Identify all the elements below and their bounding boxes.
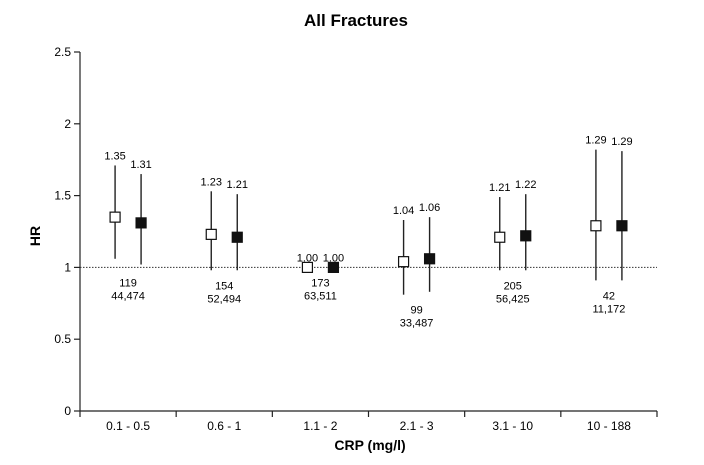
hr-value-label: 1.29	[585, 135, 606, 147]
open-square-marker	[109, 211, 121, 223]
filled-square-marker	[231, 231, 243, 243]
chart-title: All Fractures	[304, 11, 408, 30]
participants-count-label: 56,425	[496, 293, 530, 305]
x-axis-label: CRP (mg/l)	[334, 437, 405, 453]
hr-value-label: 1.22	[515, 179, 536, 191]
events-count-label: 154	[215, 280, 233, 292]
y-tick-label: 1	[64, 260, 71, 274]
y-tick-label: 2.5	[54, 45, 71, 59]
participants-count-label: 52,494	[207, 293, 241, 305]
filled-square-marker	[520, 230, 532, 242]
y-tick-label: 0	[64, 404, 71, 418]
open-square-marker	[397, 256, 410, 268]
open-square-marker	[494, 231, 506, 243]
x-tick-label: 2.1 - 3	[400, 419, 434, 433]
y-tick-label: 1.5	[54, 189, 71, 203]
participants-count-label: 63,511	[304, 290, 337, 302]
hr-value-label: 1.00	[323, 252, 344, 264]
axes: 0 0.5 1 1.5 2 2.5 0.1 - 0.5 0.6 - 1 1.1 - 2 2.1 -…	[54, 45, 658, 433]
participants-count-label: 11,172	[593, 303, 626, 315]
x-tick-label: 0.1 - 0.5	[106, 419, 150, 433]
participants-count-label: 44,474	[111, 290, 145, 302]
events-count-label: 173	[311, 277, 329, 289]
hr-value-label: 1.35	[104, 150, 125, 162]
x-tick-label: 0.6 - 1	[207, 419, 241, 433]
hr-value-label: 1.21	[227, 179, 248, 191]
hr-value-label: 1.23	[201, 176, 222, 188]
events-count-label: 42	[603, 290, 615, 302]
open-square-marker	[590, 220, 602, 232]
hr-value-label: 1.06	[419, 202, 440, 214]
filled-square-marker	[327, 261, 340, 273]
x-tick-label: 1.1 - 2	[303, 419, 337, 433]
hr-value-label: 1.29	[611, 136, 632, 148]
y-axis-label: HR	[27, 226, 43, 246]
hr-value-label: 1.04	[393, 205, 414, 217]
hr-value-label: 1.00	[297, 252, 318, 264]
data-marks: 1.35 1.23 1.00 1.04 1.21 1.29 1.31 1.21 1.00 1.06…	[104, 135, 632, 330]
events-count-label: 99	[410, 305, 422, 317]
open-square-marker	[301, 261, 314, 273]
x-tick-label: 10 - 188	[587, 419, 631, 433]
y-tick-label: 0.5	[54, 332, 71, 346]
open-square-marker	[205, 228, 217, 240]
events-count-label: 205	[504, 280, 522, 292]
filled-square-marker	[423, 253, 436, 265]
filled-square-marker	[135, 217, 147, 229]
filled-square-marker	[616, 220, 628, 232]
x-tick-label: 3.1 - 10	[492, 419, 533, 433]
events-count-label: 119	[119, 277, 137, 289]
y-tick-label: 2	[64, 117, 71, 131]
hr-value-label: 1.31	[130, 159, 151, 171]
participants-count-label: 33,487	[400, 318, 434, 330]
hr-value-label: 1.21	[489, 182, 510, 194]
